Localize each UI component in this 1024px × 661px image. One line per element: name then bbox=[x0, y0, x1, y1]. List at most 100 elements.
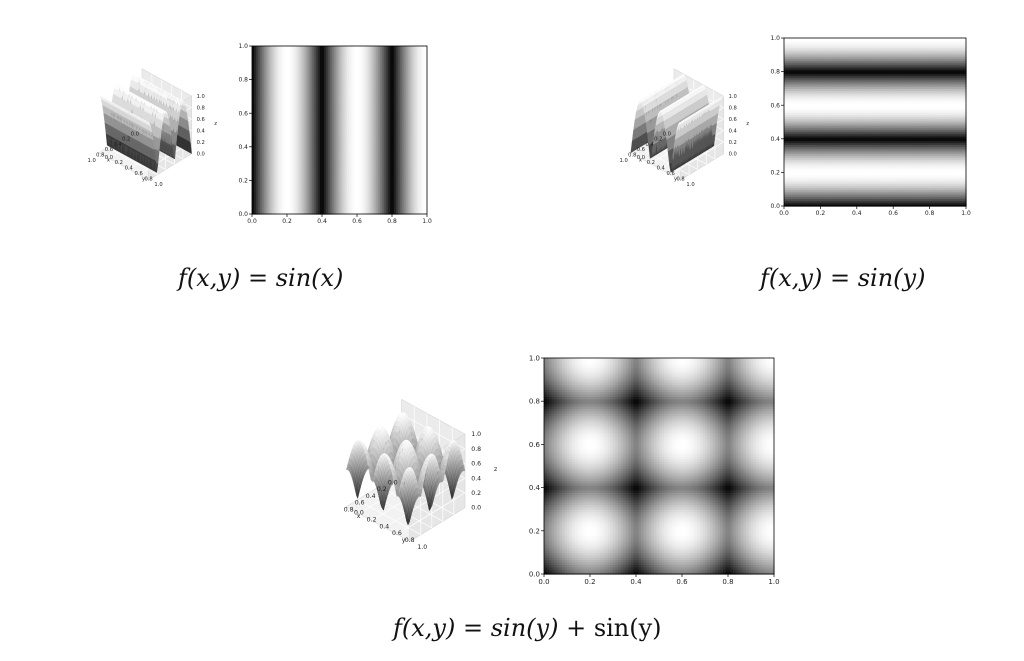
heatmap-cell bbox=[325, 180, 329, 183]
heatmap-cell bbox=[306, 186, 309, 189]
heatmap-cell bbox=[312, 92, 315, 96]
heatmap-cell bbox=[269, 94, 273, 97]
heatmap-cell bbox=[285, 193, 288, 196]
heatmap-cell bbox=[273, 120, 276, 124]
heatmap-cell bbox=[275, 143, 278, 146]
heatmap-cell bbox=[273, 135, 276, 139]
heatmap-cell bbox=[281, 165, 284, 168]
heatmap-cell bbox=[300, 53, 304, 56]
heatmap-cell bbox=[300, 113, 304, 116]
heatmap-cell bbox=[310, 60, 313, 64]
heatmap-cell bbox=[275, 204, 278, 208]
heatmap-cell bbox=[325, 64, 329, 68]
heatmap-cell bbox=[279, 66, 282, 69]
heatmap-cell bbox=[294, 159, 298, 163]
heatmap-cell bbox=[255, 51, 259, 55]
heatmap-cell bbox=[327, 68, 331, 71]
heatmap-cell bbox=[312, 148, 315, 152]
heatmap-cell bbox=[327, 92, 331, 96]
heatmap-cell bbox=[329, 191, 333, 195]
heatmap-cell bbox=[271, 100, 274, 103]
heatmap-cell bbox=[294, 90, 298, 94]
heatmap-cell bbox=[269, 124, 273, 127]
heatmap-cell bbox=[287, 113, 290, 116]
heatmap-cell bbox=[288, 143, 292, 146]
heatmap-cell bbox=[263, 210, 267, 213]
heatmap-cell bbox=[312, 126, 315, 129]
heatmap-cell bbox=[316, 189, 319, 193]
heatmap-cell bbox=[285, 109, 288, 112]
heatmap-cell bbox=[327, 55, 331, 58]
heatmap-cell bbox=[308, 143, 311, 146]
heatmap-cell bbox=[322, 139, 325, 142]
heatmap-cell bbox=[288, 191, 292, 195]
heatmap-cell bbox=[252, 176, 255, 180]
heatmap-cell bbox=[285, 94, 288, 97]
heatmap-cell bbox=[327, 77, 331, 81]
heatmap-cell bbox=[261, 178, 265, 181]
heatmap-cell bbox=[277, 148, 280, 152]
heatmap-cell bbox=[259, 59, 263, 62]
heatmap-cell bbox=[290, 200, 294, 204]
heatmap-cell bbox=[316, 148, 319, 152]
heatmap-cell bbox=[281, 118, 284, 122]
heatmap-cell bbox=[300, 122, 304, 125]
heatmap-cell bbox=[292, 182, 296, 185]
heatmap-cell bbox=[302, 77, 306, 81]
heatmap-cell bbox=[257, 81, 261, 84]
heatmap-cell bbox=[304, 122, 308, 125]
heatmap-cell bbox=[255, 178, 259, 181]
heatmap-cell bbox=[323, 81, 327, 84]
heatmap-cell bbox=[314, 202, 317, 206]
heatmap-cell bbox=[308, 49, 311, 53]
heatmap-cell bbox=[298, 171, 302, 174]
heatmap-cell bbox=[255, 126, 259, 129]
heatmap-cell bbox=[255, 180, 259, 183]
heatmap-cell bbox=[327, 51, 331, 55]
heatmap-cell bbox=[261, 98, 265, 101]
heatmap-cell bbox=[285, 62, 288, 66]
heatmap-cell bbox=[290, 156, 294, 159]
heatmap-cell bbox=[294, 111, 298, 114]
heatmap-cell bbox=[271, 165, 274, 168]
heatmap-cell bbox=[277, 87, 280, 90]
heatmap-cell bbox=[292, 118, 296, 122]
heatmap-cell bbox=[316, 133, 319, 137]
heatmap-cell bbox=[265, 184, 269, 187]
surface-face bbox=[98, 95, 102, 97]
heatmap-cell bbox=[310, 212, 313, 215]
heatmap-cell bbox=[273, 130, 276, 133]
heatmap-cell bbox=[253, 141, 257, 144]
heatmap-cell bbox=[325, 98, 329, 101]
heatmap-cell bbox=[273, 60, 276, 64]
heatmap-cell bbox=[271, 83, 274, 86]
heatmap-cell bbox=[279, 105, 282, 109]
heatmap-cell bbox=[298, 47, 302, 51]
heatmap-cell bbox=[323, 118, 327, 122]
heatmap-cell bbox=[283, 186, 286, 189]
heatmap-cell bbox=[323, 105, 327, 109]
heatmap-cell bbox=[329, 204, 333, 208]
heatmap-cell bbox=[302, 169, 306, 172]
heatmap-cell bbox=[296, 113, 300, 116]
heatmap-cell bbox=[316, 107, 319, 111]
heatmap-cell bbox=[322, 200, 325, 204]
heatmap-cell bbox=[285, 161, 288, 165]
heatmap-cell bbox=[325, 96, 329, 99]
heatmap-cell bbox=[253, 146, 257, 150]
heatmap-cell bbox=[275, 133, 278, 137]
heatmap-cell bbox=[269, 186, 273, 189]
heatmap-cell bbox=[327, 111, 331, 114]
heatmap-cell bbox=[304, 120, 308, 124]
heatmap-cell bbox=[277, 135, 280, 139]
heatmap-cell bbox=[304, 46, 308, 49]
heatmap-cell bbox=[263, 109, 267, 112]
heatmap-cell bbox=[285, 96, 288, 99]
heatmap-cell bbox=[302, 176, 306, 180]
heatmap-cell bbox=[257, 103, 261, 107]
heatmap-cell bbox=[312, 158, 315, 161]
heatmap-cell bbox=[298, 105, 302, 109]
heatmap-cell bbox=[308, 130, 311, 133]
heatmap-cell bbox=[320, 92, 323, 96]
heatmap-cell bbox=[285, 87, 288, 90]
